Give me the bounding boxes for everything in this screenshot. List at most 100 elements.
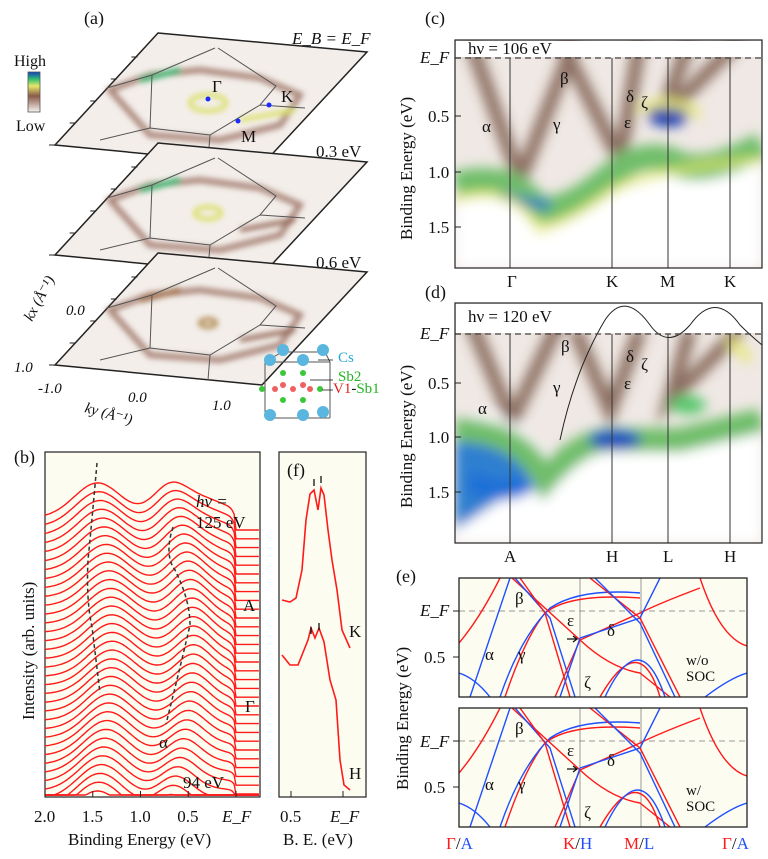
- ky-tick-0: -1.0: [38, 381, 62, 397]
- edc-curve: [44, 533, 259, 584]
- band-kz0: [459, 578, 501, 644]
- band-epsilon-c: ε: [624, 113, 631, 132]
- atom-label-v1-sb1: V1-Sb1: [333, 381, 380, 397]
- colorbar-high-label: High: [14, 53, 46, 70]
- panel-e-label: (e): [396, 566, 416, 587]
- cs-atom: [264, 354, 276, 366]
- gamma-label: Γ: [212, 77, 222, 96]
- panel-e: (e) Binding Energy (eV) E_F 0.5 E_F 0.5 …: [393, 566, 750, 853]
- cs-atom: [297, 354, 309, 366]
- panel-a-label: (a): [84, 8, 104, 29]
- sb-atom: [300, 370, 306, 376]
- band-labels: α β γ δ ε ζ α β γ δ ε ζ: [485, 589, 615, 822]
- edc-curve: [44, 596, 259, 646]
- band-kzpi: [704, 672, 747, 697]
- d-xpoint-h2: H: [724, 547, 736, 566]
- note-w-soc: SOC: [686, 799, 715, 815]
- band-kz0: [589, 578, 681, 697]
- band-kz0: [519, 708, 571, 827]
- energy-label-0.3: 0.3 eV: [316, 142, 362, 161]
- panel-d-label: (d): [425, 282, 446, 303]
- d-ytick-1.0: 1.0: [428, 428, 449, 447]
- edc-curve: [44, 605, 259, 654]
- edc-curve: [44, 710, 259, 760]
- atom-label-cs: Cs: [338, 350, 354, 366]
- calc-bands-without-soc: [453, 577, 748, 698]
- panel-f-frame: [278, 451, 367, 798]
- fermi-surface-plane-2: [53, 252, 369, 386]
- hv-top-label: hν =: [196, 492, 228, 511]
- edc-curve: [44, 542, 259, 593]
- band-label: β: [515, 589, 524, 608]
- sb-atom: [280, 370, 286, 376]
- band-kz0: [699, 708, 747, 777]
- b-xtick-label: 2.0: [34, 807, 55, 826]
- b-xtick-label: 1.0: [130, 807, 151, 826]
- panel-c-hv: hν = 106 eV: [468, 39, 553, 58]
- gamma-point-marker: [205, 96, 211, 102]
- note-w: w/: [686, 783, 702, 799]
- edc-curve: [44, 569, 259, 619]
- edc-curve: [44, 684, 259, 734]
- band-kz0: [554, 717, 701, 827]
- edc-curve: [44, 755, 259, 796]
- panel-b-xticks: 2.0 1.5 1.0 0.5 E_F: [34, 791, 252, 826]
- sb-atom: [280, 397, 286, 403]
- f-xtick-ef: E_F: [329, 807, 360, 826]
- panel-e-ylabel: Binding Energy (eV): [393, 647, 412, 790]
- band-kz0: [519, 578, 571, 697]
- kx-tick-1: 1.0: [14, 360, 33, 376]
- edc-curve: [44, 693, 259, 742]
- edc-curve: [44, 551, 259, 602]
- edc-curve: [44, 622, 259, 672]
- band-label: ε: [567, 741, 574, 760]
- ky-tick-1: 0.0: [128, 390, 147, 406]
- panel-d-frame: [454, 302, 763, 544]
- band-kz0: [511, 578, 671, 697]
- band-kzpi: [604, 789, 666, 827]
- v-atom: [272, 386, 278, 392]
- d-xpoint-h: H: [606, 547, 618, 566]
- panel-b-label: (b): [14, 447, 35, 468]
- kz-gamma-label: Γ: [245, 697, 255, 716]
- panel-b-frame: [44, 451, 261, 798]
- panel-d: (d) hν = 120 eV α β γ δ ε ζ Binding En: [397, 282, 763, 566]
- panel-b-ylabel: Intensity (arb. units): [19, 582, 38, 720]
- edc-curve: [44, 667, 259, 716]
- band-label: α: [485, 645, 494, 664]
- dirac-point-arrow-icon: [567, 765, 579, 773]
- e-xpoint-gamma-a-2: Γ/A: [722, 834, 750, 853]
- edc-k: [281, 485, 351, 649]
- colorbar-low-label: Low: [16, 118, 46, 135]
- band-label: γ: [517, 645, 526, 664]
- band-label: ζ: [584, 673, 591, 692]
- panel-f-xlabel: B. E. (eV): [283, 830, 353, 849]
- c-xpoint-k: K: [606, 272, 619, 291]
- d-ytick-ef: E_F: [419, 324, 450, 343]
- band-kzpi: [594, 708, 676, 827]
- curve-h-label: H: [349, 764, 361, 783]
- m-label: M: [241, 127, 256, 146]
- kz-a-label: A: [243, 596, 256, 615]
- hv-top-value: 125 eV: [196, 513, 246, 532]
- band-kz0: [511, 708, 671, 827]
- edc-curve: [44, 737, 259, 786]
- dispersion-guide-2: [165, 526, 191, 725]
- band-kz0: [459, 708, 501, 774]
- calc-bands-with-soc: [453, 707, 748, 828]
- c-xpoint-gamma: Γ: [507, 272, 517, 291]
- plane-ticks: [49, 56, 138, 366]
- k-point-marker: [266, 102, 272, 108]
- atom-pointers: [310, 359, 333, 391]
- arpes-map-c: [455, 40, 762, 268]
- fermi-surface-plane-1: [53, 142, 369, 276]
- kx-axis-label: kx (Å⁻¹): [21, 273, 58, 323]
- band-alpha-c: α: [482, 117, 491, 136]
- d-xpoint-l: L: [663, 547, 673, 566]
- edc-curve: [44, 498, 259, 549]
- panel-b-xlabel: Binding Energy (eV): [68, 830, 211, 849]
- edc-h: [281, 625, 351, 791]
- panel-c: (c) hν = 106 eV α β γ δ ε ζ Binding Ener…: [397, 8, 763, 291]
- edc-curve: [45, 790, 259, 796]
- alpha-label: α: [159, 733, 168, 752]
